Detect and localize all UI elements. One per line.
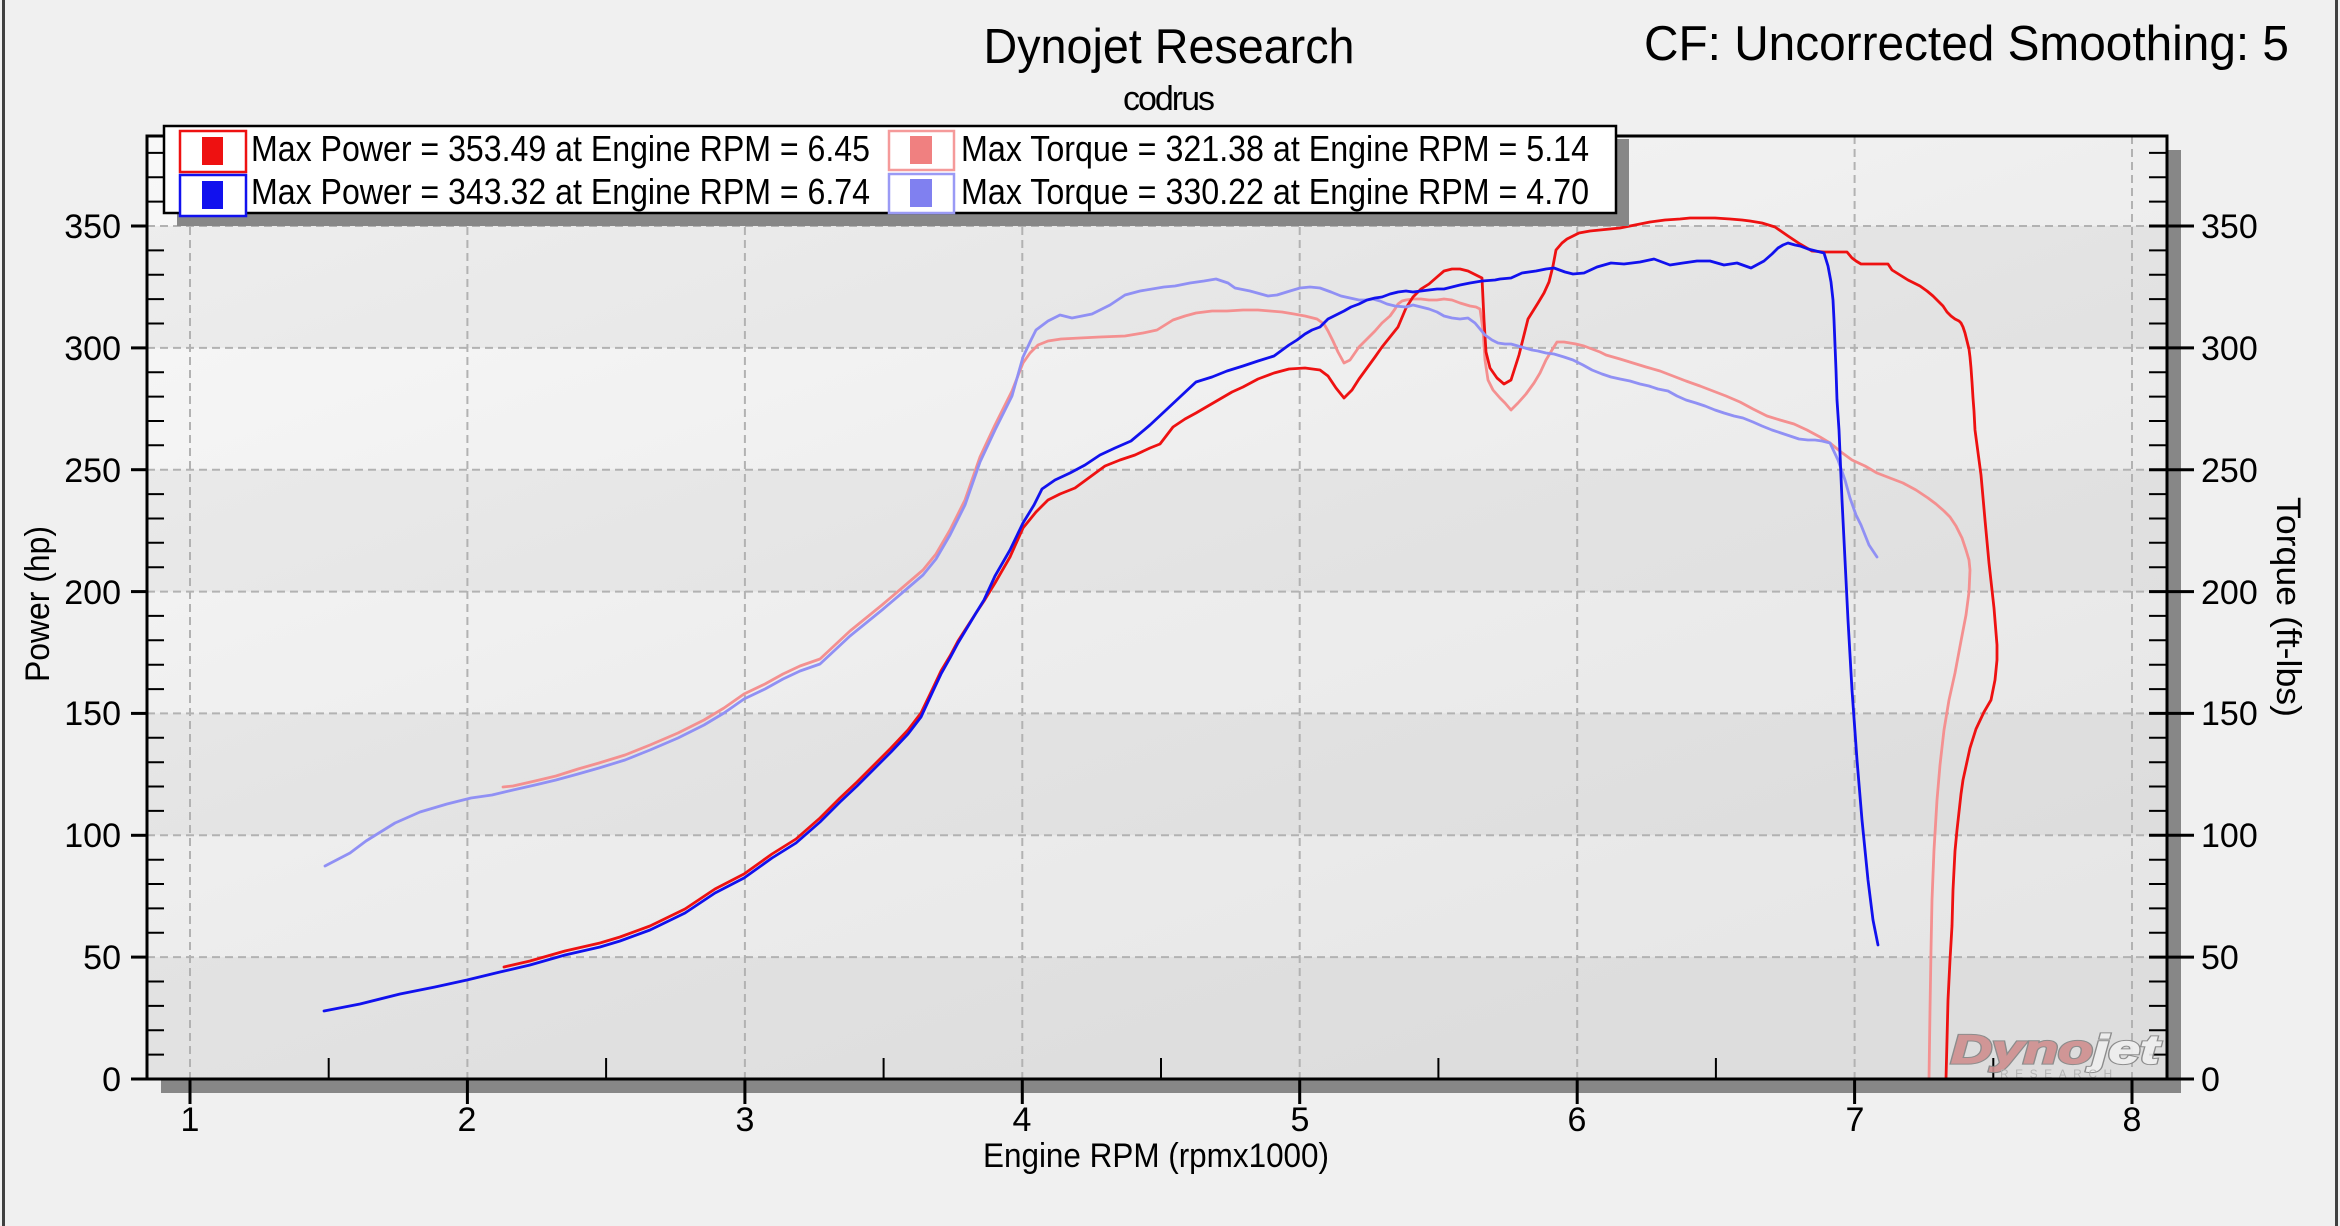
svg-text:100: 100 xyxy=(64,817,121,855)
svg-text:50: 50 xyxy=(2201,939,2239,977)
svg-text:1: 1 xyxy=(181,1101,200,1139)
svg-text:Max Torque = 330.22 at Engine: Max Torque = 330.22 at Engine RPM = 4.70 xyxy=(961,171,1589,212)
svg-text:350: 350 xyxy=(2201,208,2258,246)
svg-text:3: 3 xyxy=(736,1101,755,1139)
svg-text:codrus: codrus xyxy=(1123,80,1215,118)
svg-text:7: 7 xyxy=(1846,1101,1865,1139)
svg-text:8: 8 xyxy=(2123,1101,2142,1139)
svg-text:Torque (ft-lbs): Torque (ft-lbs) xyxy=(2269,497,2307,717)
svg-text:100: 100 xyxy=(2201,817,2258,855)
svg-text:Engine RPM (rpmx1000): Engine RPM (rpmx1000) xyxy=(983,1137,1329,1175)
svg-text:350: 350 xyxy=(64,208,121,246)
svg-text:4: 4 xyxy=(1013,1101,1032,1139)
svg-text:Max Power = 353.49 at Engine R: Max Power = 353.49 at Engine RPM = 6.45 xyxy=(251,128,870,169)
svg-text:Power (hp): Power (hp) xyxy=(19,526,57,682)
svg-text:5: 5 xyxy=(1291,1101,1310,1139)
svg-text:2: 2 xyxy=(458,1101,477,1139)
svg-text:Max Power = 343.32 at Engine R: Max Power = 343.32 at Engine RPM = 6.74 xyxy=(251,171,870,212)
svg-text:CF: Uncorrected Smoothing: 5: CF: Uncorrected Smoothing: 5 xyxy=(1644,17,2289,71)
svg-text:150: 150 xyxy=(64,695,121,733)
svg-text:0: 0 xyxy=(102,1061,121,1099)
svg-text:Max Torque = 321.38 at Engine: Max Torque = 321.38 at Engine RPM = 5.14 xyxy=(961,128,1589,169)
svg-text:200: 200 xyxy=(64,574,121,612)
svg-text:6: 6 xyxy=(1568,1101,1587,1139)
svg-text:Dynojet: Dynojet xyxy=(1951,1028,2161,1072)
svg-text:300: 300 xyxy=(64,330,121,368)
svg-text:200: 200 xyxy=(2201,574,2258,612)
svg-text:50: 50 xyxy=(83,939,121,977)
svg-text:0: 0 xyxy=(2201,1061,2220,1099)
svg-text:300: 300 xyxy=(2201,330,2258,368)
svg-text:150: 150 xyxy=(2201,695,2258,733)
svg-text:250: 250 xyxy=(2201,452,2258,490)
svg-text:Dynojet Research: Dynojet Research xyxy=(984,20,1355,74)
svg-text:Dynojet: Dynojet xyxy=(1951,1028,2161,1072)
svg-text:250: 250 xyxy=(64,452,121,490)
